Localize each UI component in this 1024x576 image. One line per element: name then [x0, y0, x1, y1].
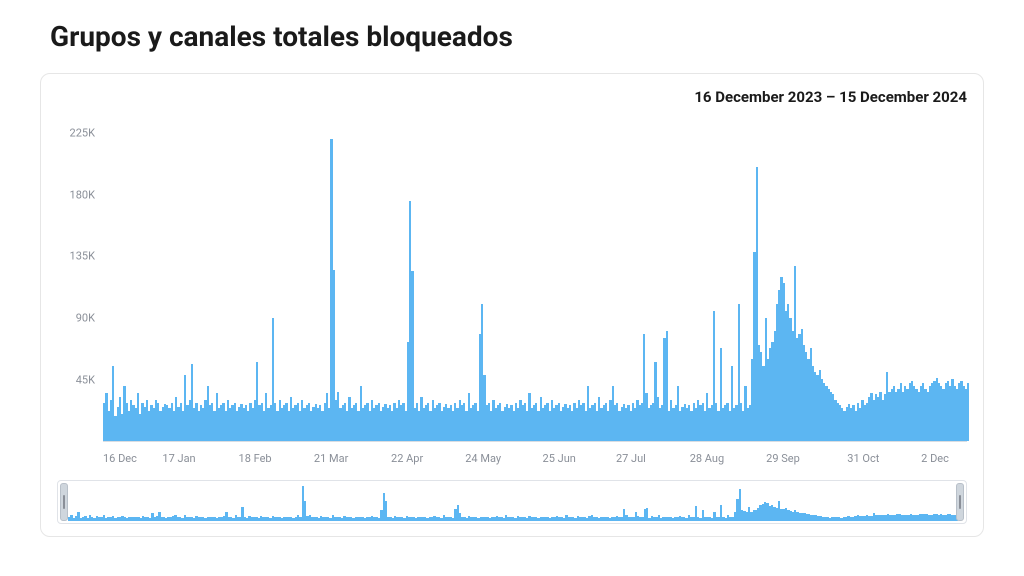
- overview-scrubber[interactable]: [57, 480, 967, 524]
- x-tick-label: 31 Oct: [847, 452, 879, 465]
- y-tick-label: 45K: [76, 374, 95, 387]
- bar: [967, 383, 969, 441]
- y-tick-label: 180K: [70, 188, 95, 201]
- x-tick-label: 24 May: [465, 452, 501, 465]
- y-tick-label: 90K: [76, 312, 95, 325]
- chart-card: 16 December 2023 – 15 December 2024 45K 9…: [40, 73, 984, 537]
- x-tick-label: 22 Apr: [391, 452, 423, 465]
- y-axis-labels: 45K 90K 135K 180K 225K: [57, 112, 99, 442]
- overview-bar-series: [68, 483, 956, 521]
- date-range-label: 16 December 2023 – 15 December 2024: [57, 88, 967, 106]
- chart-wrap: 45K 90K 135K 180K 225K 16 Dec 17 Jan 18 Feb 21 …: [57, 112, 967, 524]
- x-tick-label: 29 Sep: [766, 452, 800, 465]
- y-tick-label: 135K: [70, 250, 95, 263]
- plot-area[interactable]: [103, 112, 967, 442]
- x-tick-label: 25 Jun: [543, 452, 576, 465]
- scrubber-handle-left[interactable]: [60, 483, 68, 521]
- scrubber-handle-right[interactable]: [956, 483, 964, 521]
- x-tick-label: 27 Jul: [616, 452, 646, 465]
- x-tick-label: 16 Dec: [103, 452, 137, 465]
- x-tick-label: 17 Jan: [162, 452, 195, 465]
- x-axis-labels: 16 Dec 17 Jan 18 Feb 21 Mar 22 Apr 24 May 25 J…: [103, 446, 967, 472]
- x-tick-label: 2 Dec: [921, 452, 949, 465]
- page-title: Grupos y canales totales bloqueados: [50, 20, 984, 53]
- main-chart: 45K 90K 135K 180K 225K 16 Dec 17 Jan 18 Feb 21 …: [57, 112, 967, 472]
- bar-series: [103, 112, 967, 441]
- y-tick-label: 225K: [70, 126, 95, 139]
- x-tick-label: 28 Aug: [690, 452, 724, 465]
- x-tick-label: 18 Feb: [239, 452, 272, 465]
- x-tick-label: 21 Mar: [314, 452, 348, 465]
